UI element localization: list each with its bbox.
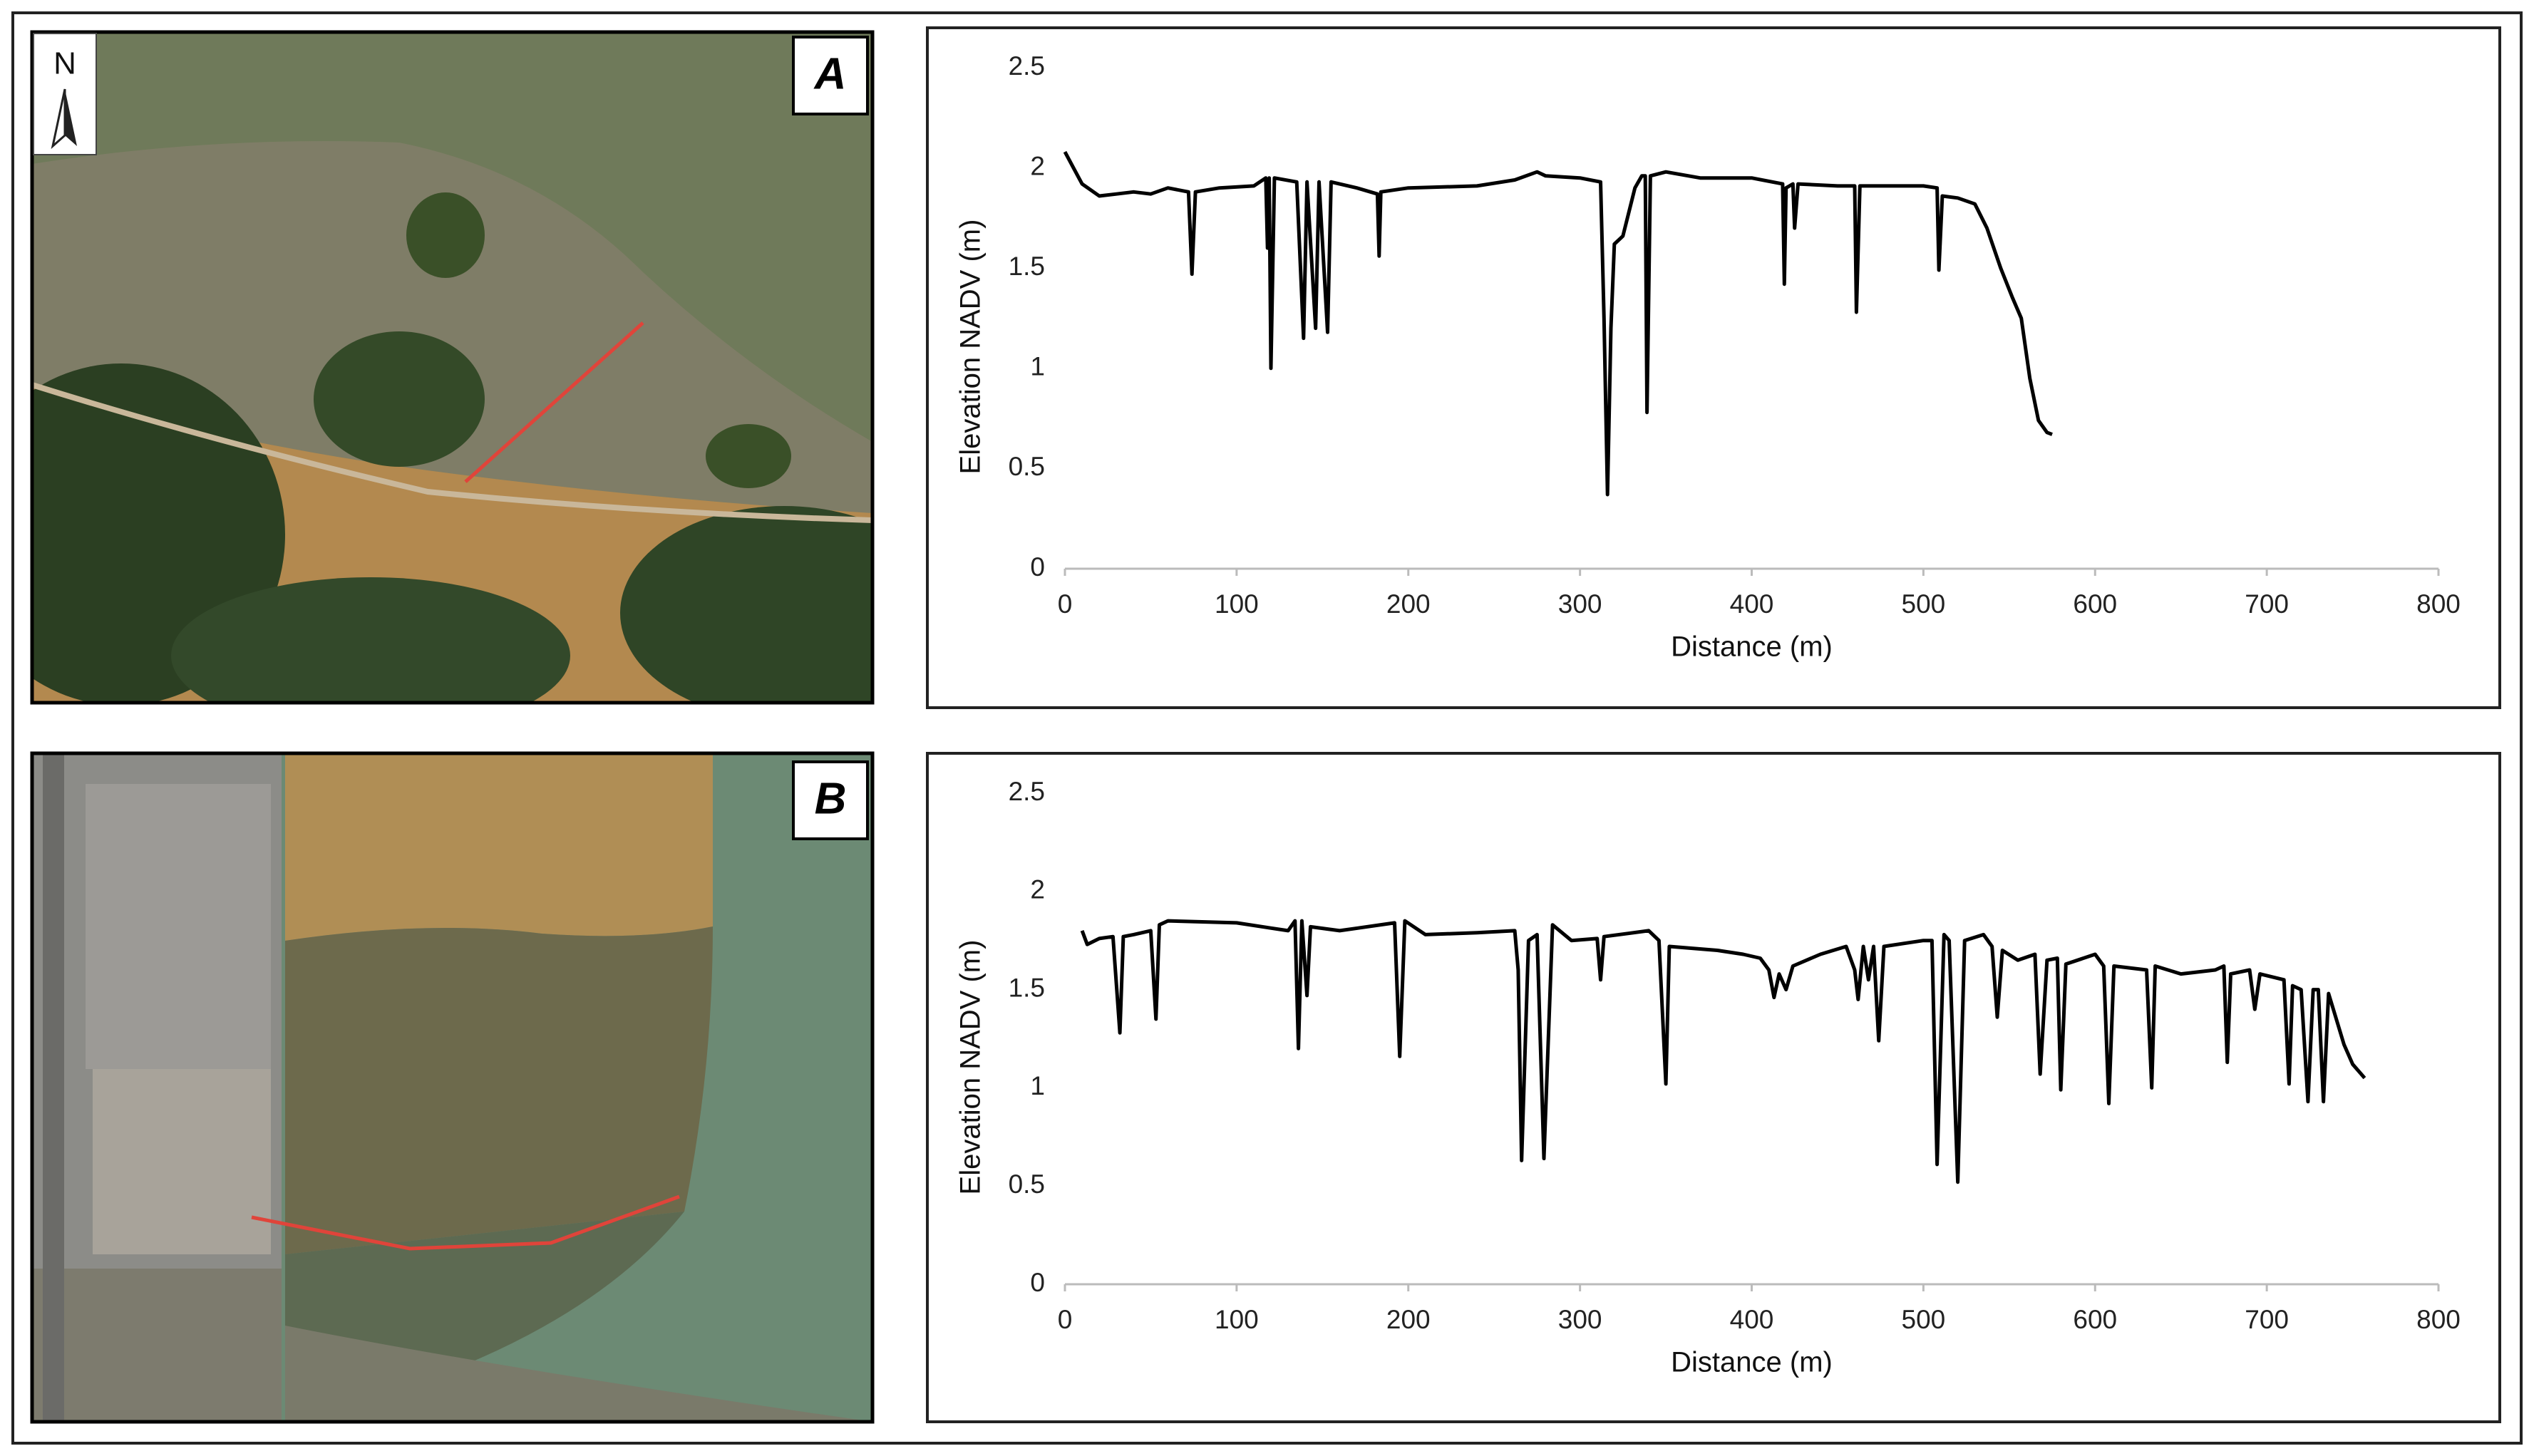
y-tick-label: 2.5 [1009, 777, 1045, 806]
y-axis-title: Elevation NADV (m) [955, 940, 987, 1195]
x-tick-label: 200 [1386, 1305, 1431, 1334]
x-tick-label: 500 [1902, 589, 1946, 619]
compass-arrow-dark [65, 89, 77, 146]
x-tick-label: 300 [1558, 1305, 1602, 1334]
panel-label-box-b [792, 760, 869, 840]
x-tick-label: 200 [1386, 589, 1431, 619]
y-tick-label: 0 [1030, 552, 1045, 582]
y-tick-label: 1.5 [1009, 252, 1045, 281]
y-tick-label: 1 [1030, 1071, 1045, 1100]
x-tick-label: 300 [1558, 589, 1602, 619]
x-tick-label: 100 [1215, 589, 1259, 619]
compass-label: N [53, 46, 76, 81]
y-tick-label: 1 [1030, 352, 1045, 381]
x-tick-label: 0 [1058, 1305, 1073, 1334]
panel-label: A [813, 49, 847, 98]
panel-label: B [815, 774, 847, 823]
aerial-map-a [32, 32, 872, 703]
profile-line [1063, 150, 2053, 497]
y-axis-title: Elevation NADV (m) [955, 220, 987, 475]
x-tick-label: 800 [2416, 589, 2461, 619]
y-tick-label: 2.5 [1009, 51, 1045, 81]
y-tick-label: 1.5 [1009, 973, 1045, 1002]
x-tick-label: 600 [2073, 589, 2117, 619]
map-frame-b [30, 751, 875, 1424]
x-axis-title: Distance (m) [1671, 631, 1833, 663]
aerial-map-b [32, 753, 872, 1422]
x-tick-label: 100 [1215, 1305, 1259, 1334]
y-tick-label: 0.5 [1009, 452, 1045, 481]
outer-frame [11, 11, 2523, 1445]
x-axis-title: Distance (m) [1671, 1347, 1833, 1378]
x-tick-label: 500 [1902, 1305, 1946, 1334]
chart-frame-a [926, 26, 2501, 709]
x-tick-label: 700 [2245, 589, 2289, 619]
panel-label-box-a [792, 36, 869, 115]
y-tick-label: 0 [1030, 1268, 1045, 1297]
x-tick-label: 400 [1730, 589, 1774, 619]
map-frame-a [30, 30, 875, 705]
x-tick-label: 400 [1730, 1305, 1774, 1334]
chart-frame-b [926, 752, 2501, 1423]
profile-line [1080, 919, 2366, 1184]
y-tick-label: 0.5 [1009, 1170, 1045, 1199]
x-tick-label: 800 [2416, 1305, 2461, 1334]
x-tick-label: 600 [2073, 1305, 2117, 1334]
x-tick-label: 0 [1058, 589, 1073, 619]
x-tick-label: 700 [2245, 1305, 2289, 1334]
y-tick-label: 2 [1030, 151, 1045, 180]
y-tick-label: 2 [1030, 875, 1045, 904]
